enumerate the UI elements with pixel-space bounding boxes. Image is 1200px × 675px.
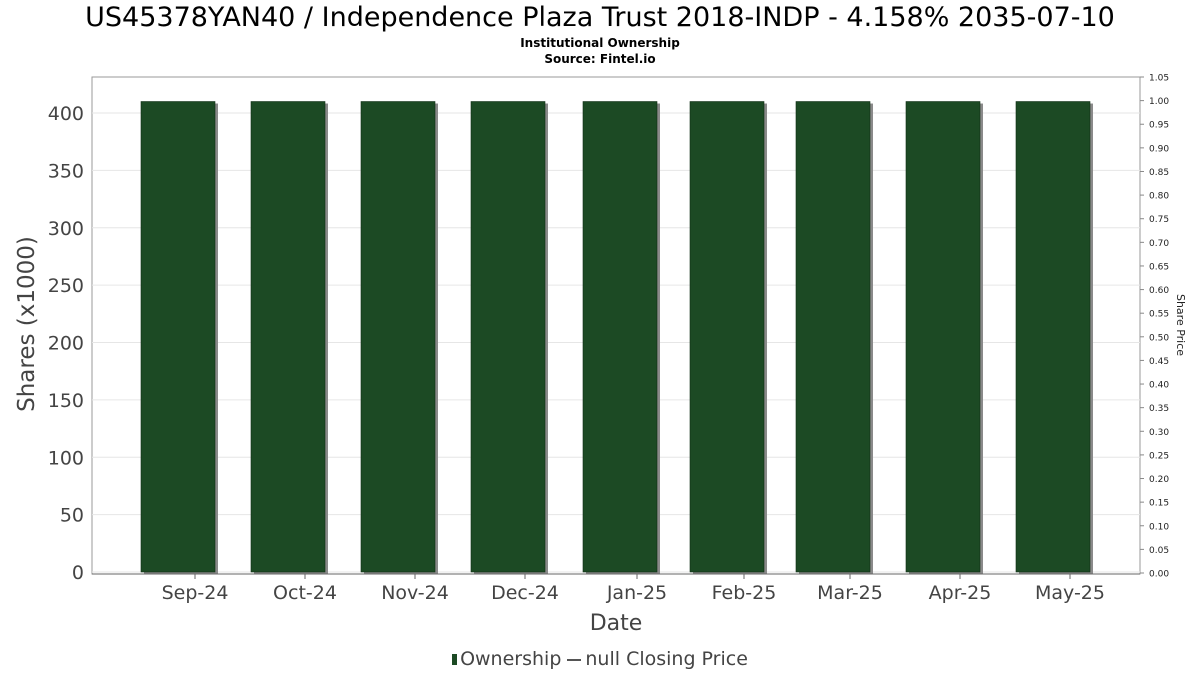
y-tick-label-3: 150: [48, 390, 84, 412]
chart-source: Source: Fintel.io: [544, 52, 656, 66]
y2-tick-label-1: 0.05: [1149, 546, 1169, 556]
y2-tick-label-11: 0.55: [1149, 310, 1169, 320]
y-tick-label-2: 100: [48, 447, 84, 469]
y2-tick-label-10: 0.50: [1149, 333, 1169, 343]
chart-legend: Ownership null Closing Price: [0, 648, 1200, 670]
x-axis-title: Date: [590, 611, 643, 636]
y2-axis-title: Share Price: [1174, 294, 1187, 356]
y-tick-label-0: 0: [72, 562, 84, 584]
y-tick-label-7: 350: [48, 160, 84, 182]
y2-tick-label-2: 0.10: [1149, 522, 1169, 532]
y-tick-label-4: 200: [48, 333, 84, 355]
y2-tick-label-8: 0.40: [1149, 381, 1169, 391]
y-tick-label-1: 50: [60, 505, 84, 527]
y-tick-label-5: 250: [48, 275, 84, 297]
y2-tick-label-15: 0.75: [1149, 215, 1169, 225]
x-tick-label-6: Mar-25: [817, 582, 883, 604]
y2-tick-label-20: 1.00: [1149, 97, 1169, 107]
y2-tick-label-9: 0.45: [1149, 357, 1169, 367]
bar-May-25: [1015, 101, 1091, 573]
bar-Mar-25: [795, 101, 871, 573]
y2-tick-label-16: 0.80: [1149, 192, 1169, 202]
x-tick-label-3: Dec-24: [491, 582, 559, 604]
y2-tick-label-0: 0.00: [1149, 570, 1169, 580]
bar-Feb-25: [689, 101, 765, 573]
y-tick-label-6: 300: [48, 218, 84, 240]
x-tick-label-4: Jan-25: [606, 582, 667, 604]
price-legend-line: [567, 658, 582, 661]
y2-tick-label-13: 0.65: [1149, 262, 1169, 272]
y2-tick-label-4: 0.20: [1149, 475, 1169, 485]
y2-tick-label-14: 0.70: [1149, 239, 1169, 249]
bar-Oct-24: [250, 101, 326, 573]
y2-tick-label-21: 1.05: [1149, 74, 1169, 84]
y2-tick-label-18: 0.90: [1149, 144, 1169, 154]
x-tick-label-2: Nov-24: [381, 582, 449, 604]
bar-Dec-24: [470, 101, 546, 573]
y2-tick-label-7: 0.35: [1149, 404, 1169, 414]
legend-price-label: null Closing Price: [585, 648, 748, 670]
y2-tick-label-5: 0.25: [1149, 451, 1169, 461]
x-tick-label-0: Sep-24: [162, 582, 229, 604]
bar-Apr-25: [905, 101, 981, 573]
bar-Sep-24: [140, 101, 216, 573]
y2-tick-label-6: 0.30: [1149, 428, 1169, 438]
y2-tick-label-19: 0.95: [1149, 121, 1169, 131]
legend-ownership-label: Ownership: [460, 648, 562, 670]
ownership-legend-swatch: [452, 654, 458, 665]
y-tick-label-8: 400: [48, 103, 84, 125]
x-tick-label-5: Feb-25: [712, 582, 777, 604]
y2-tick-label-17: 0.85: [1149, 168, 1169, 178]
x-tick-label-7: Apr-25: [929, 582, 992, 604]
bar-Jan-25: [582, 101, 658, 573]
y2-tick-label-3: 0.15: [1149, 499, 1169, 509]
x-tick-label-1: Oct-24: [273, 582, 337, 604]
chart-title: US45378YAN40 / Independence Plaza Trust …: [85, 2, 1115, 33]
bar-Nov-24: [360, 101, 436, 573]
chart-subtitle: Institutional Ownership: [520, 36, 680, 50]
x-tick-label-8: May-25: [1035, 582, 1105, 604]
y2-tick-label-12: 0.60: [1149, 286, 1169, 296]
y-axis-title: Shares (x1000): [14, 236, 40, 412]
